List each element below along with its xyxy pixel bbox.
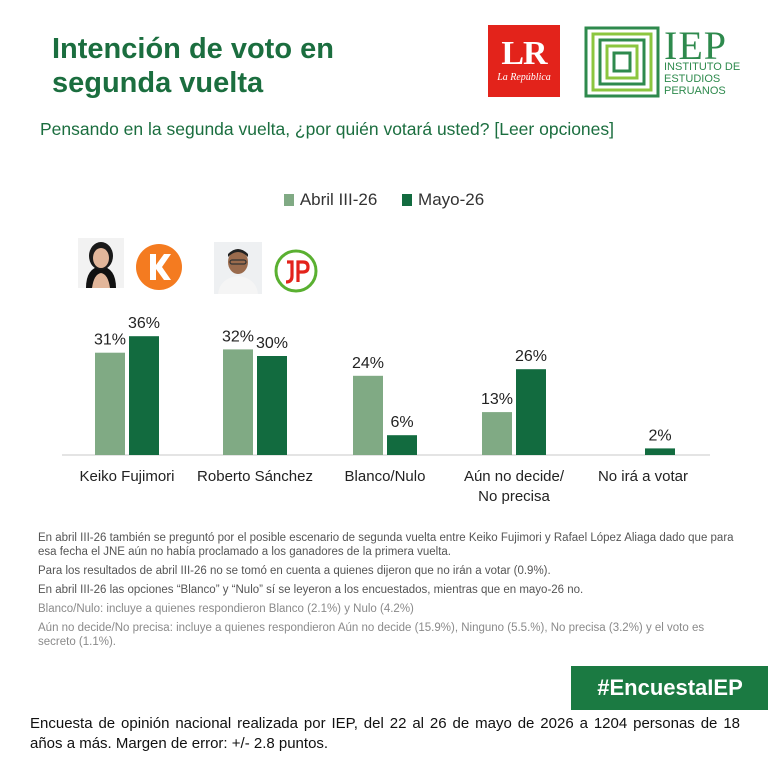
iep-logo-text: IEP <box>664 23 727 68</box>
bar-mayo-26-no-ira-a-votar <box>645 448 675 455</box>
data-label: 2% <box>648 427 671 444</box>
iep-subtext-line: ESTUDIOS <box>664 73 721 85</box>
data-label: 6% <box>390 414 413 431</box>
notes: En abril III-26 también se preguntó por … <box>38 531 738 654</box>
category-label: Aún no decide/ <box>464 468 565 485</box>
category-label: Keiko Fujimori <box>79 468 174 485</box>
keiko-fujimori-photo-icon <box>78 238 124 288</box>
legend-swatch-mayo <box>402 194 413 206</box>
la-republica-logo: LR La República <box>488 25 560 97</box>
data-label: 26% <box>515 348 547 365</box>
legend-swatch-abril <box>283 194 294 206</box>
category-label: Blanco/Nulo <box>345 468 426 485</box>
roberto-sanchez-photo-icon <box>214 242 262 294</box>
legend-item-mayo: Mayo-26 <box>402 190 484 210</box>
note-text: En abril III-26 también se preguntó por … <box>38 532 734 558</box>
data-label: 30% <box>256 335 288 352</box>
note-text: Aún no decide/No precisa: incluye a quie… <box>38 622 705 648</box>
bar-mayo-26-roberto-sanchez <box>257 356 287 455</box>
category-label: Roberto Sánchez <box>197 468 313 485</box>
bar-mayo-26-aun-no-decide-no-precisa <box>516 369 546 455</box>
iep-logo-subtext: INSTITUTO DE ESTUDIOS PERUANOS <box>664 61 764 97</box>
data-label: 24% <box>352 355 384 372</box>
hashtag-badge: #EncuestaIEP <box>571 666 768 710</box>
bar-abril-iii-26-keiko-fujimori <box>95 352 125 455</box>
legend-label-mayo: Mayo-26 <box>418 190 485 209</box>
lr-logo-subtext: La República <box>497 72 551 83</box>
data-label: 36% <box>128 315 160 332</box>
bar-mayo-26-blanco-nulo <box>387 435 417 455</box>
chart-subtitle: Pensando en la segunda vuelta, ¿por quié… <box>40 119 615 139</box>
legend-label-abril: Abril III-26 <box>299 190 378 209</box>
category-label: No precisa <box>478 488 550 505</box>
legend-item-abril: Abril III-26 <box>283 190 378 210</box>
iep-logo-icon <box>584 26 660 98</box>
note-text: En abril III-26 las opciones “Blanco” y … <box>38 584 584 596</box>
bar-mayo-26-keiko-fujimori <box>129 336 159 455</box>
fuerza-popular-k-logo-icon <box>136 244 182 290</box>
data-label: 32% <box>222 328 254 345</box>
iep-subtext-line: PERUANOS <box>664 85 726 97</box>
footer-methodology: Encuesta de opinión nacional realizada p… <box>30 715 740 752</box>
chart-legend: Abril III-26 Mayo-26 <box>0 190 768 210</box>
note-text: Blanco/Nulo: incluye a quienes respondie… <box>38 603 414 615</box>
data-label: 31% <box>94 332 126 349</box>
data-label: 13% <box>481 391 513 408</box>
bar-chart: 31% 32% 24% 13% 36% 30% 6% 26% 2% Keiko Fujimori R… <box>62 315 710 505</box>
page-title: Intención de voto en segunda vuelta <box>52 33 334 99</box>
note-text: Para los resultados de abril III-26 no s… <box>38 565 551 577</box>
lr-logo-text: LR <box>501 35 547 72</box>
bar-abril-iii-26-aun-no-decide-no-precisa <box>482 412 512 455</box>
bar-abril-iii-26-blanco-nulo <box>353 375 383 455</box>
juntos-por-el-peru-logo-icon <box>271 246 321 296</box>
category-label: No irá a votar <box>598 468 688 485</box>
bar-abril-iii-26-roberto-sanchez <box>223 349 253 455</box>
iep-subtext-line: INSTITUTO DE <box>664 61 741 73</box>
